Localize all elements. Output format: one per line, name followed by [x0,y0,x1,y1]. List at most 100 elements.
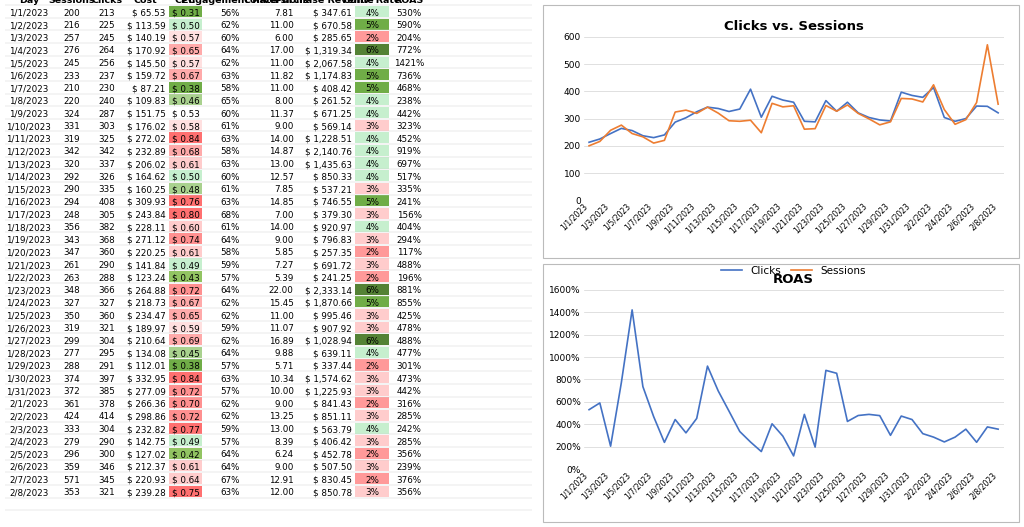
Clicks [971,103,983,109]
Text: 63%: 63% [220,375,240,384]
Text: $ 0.65: $ 0.65 [172,311,200,320]
Clicks [712,105,724,112]
Sessions [992,101,1005,108]
Bar [169,258,202,269]
Text: 2%: 2% [366,274,379,282]
Text: $ 272.02: $ 272.02 [127,135,166,144]
Bar [169,18,202,30]
Text: $ 0.65: $ 0.65 [172,46,200,55]
Text: 3%: 3% [366,210,379,220]
Clicks [647,134,659,141]
Clicks [809,119,821,125]
Bar [355,359,389,370]
Sessions [615,122,628,128]
Text: $ 151.75: $ 151.75 [127,110,166,119]
Bar [169,6,202,17]
Text: $ 206.02: $ 206.02 [127,160,166,169]
Text: 1/11/2023: 1/11/2023 [6,135,51,144]
Text: 319: 319 [63,135,80,144]
Clicks [733,106,745,112]
Text: 287: 287 [98,110,116,119]
Clicks [863,114,876,121]
Text: 697%: 697% [396,160,422,169]
Text: 17.00: 17.00 [268,46,294,55]
Sessions [647,140,659,147]
Text: 63%: 63% [220,135,240,144]
Sessions [669,109,681,115]
Clicks [938,114,950,121]
Text: $ 170.92: $ 170.92 [127,46,166,55]
Text: 1421%: 1421% [394,59,424,68]
Clicks [669,119,681,125]
Clicks [916,94,929,101]
Text: 12.00: 12.00 [268,488,294,497]
Bar [169,309,202,320]
Text: $ 0.72: $ 0.72 [172,387,200,396]
Text: $ 261.52: $ 261.52 [313,97,352,106]
Bar [169,233,202,245]
Text: $ 164.62: $ 164.62 [127,173,166,182]
Text: 1/18/2023: 1/18/2023 [6,223,51,232]
Text: 57%: 57% [220,438,240,447]
Text: 356: 356 [63,223,80,232]
Sessions [830,108,843,114]
Text: 10.34: 10.34 [268,375,294,384]
Text: $ 452.78: $ 452.78 [313,451,352,460]
Clicks [755,114,767,120]
Text: 1/7/2023: 1/7/2023 [9,84,48,93]
Text: 2%: 2% [366,400,379,409]
Clicks [992,110,1005,116]
Bar [169,196,202,207]
Text: 117%: 117% [396,248,422,257]
Text: 304: 304 [98,425,116,434]
Text: $ 408.42: $ 408.42 [313,84,352,93]
Text: 11.00: 11.00 [268,21,294,30]
Sessions [971,100,983,106]
Text: 7.00: 7.00 [274,210,294,220]
Text: 61%: 61% [220,186,240,194]
Bar [169,486,202,497]
Text: 442%: 442% [396,387,422,396]
Sessions [949,121,962,128]
Text: $ 0.72: $ 0.72 [172,413,200,422]
Text: 233: 233 [63,72,80,81]
Text: 1/8/2023: 1/8/2023 [9,97,48,106]
Bar [355,18,389,30]
Text: $ 0.60: $ 0.60 [172,223,200,232]
Text: 356%: 356% [396,488,422,497]
Text: 881%: 881% [396,286,422,295]
Text: 210: 210 [63,84,80,93]
Text: $ 0.77: $ 0.77 [172,425,200,434]
Text: 1/14/2023: 1/14/2023 [6,173,51,182]
Text: $ 691.72: $ 691.72 [313,261,352,270]
Text: $ 0.57: $ 0.57 [172,59,200,68]
Text: 62%: 62% [220,311,240,320]
Text: 2%: 2% [366,451,379,460]
Text: $ 232.82: $ 232.82 [127,425,166,434]
Sessions [701,104,714,110]
Text: 319: 319 [63,324,80,333]
Text: $ 2,333.14: $ 2,333.14 [305,286,352,295]
Text: $ 851.11: $ 851.11 [313,413,352,422]
Bar [169,435,202,446]
Bar [169,107,202,118]
Sessions [787,103,800,109]
Text: $ 212.37: $ 212.37 [127,463,166,472]
Text: $ 134.08: $ 134.08 [127,349,166,358]
Bar [169,385,202,396]
Text: 4%: 4% [366,223,379,232]
Text: 62%: 62% [220,413,240,422]
Text: Conversions: Conversions [244,0,308,5]
Text: 320: 320 [63,160,80,169]
Text: 571: 571 [63,475,80,485]
Text: 8.39: 8.39 [274,438,294,447]
Sessions [744,117,757,123]
Text: $ 271.12: $ 271.12 [127,236,166,245]
Text: 62%: 62% [220,400,240,409]
Bar [355,82,389,93]
Text: 6%: 6% [366,337,379,346]
Text: 1/26/2023: 1/26/2023 [6,324,51,333]
Clicks [604,130,616,136]
Text: 9.00: 9.00 [274,400,294,409]
Clicks [744,86,757,92]
